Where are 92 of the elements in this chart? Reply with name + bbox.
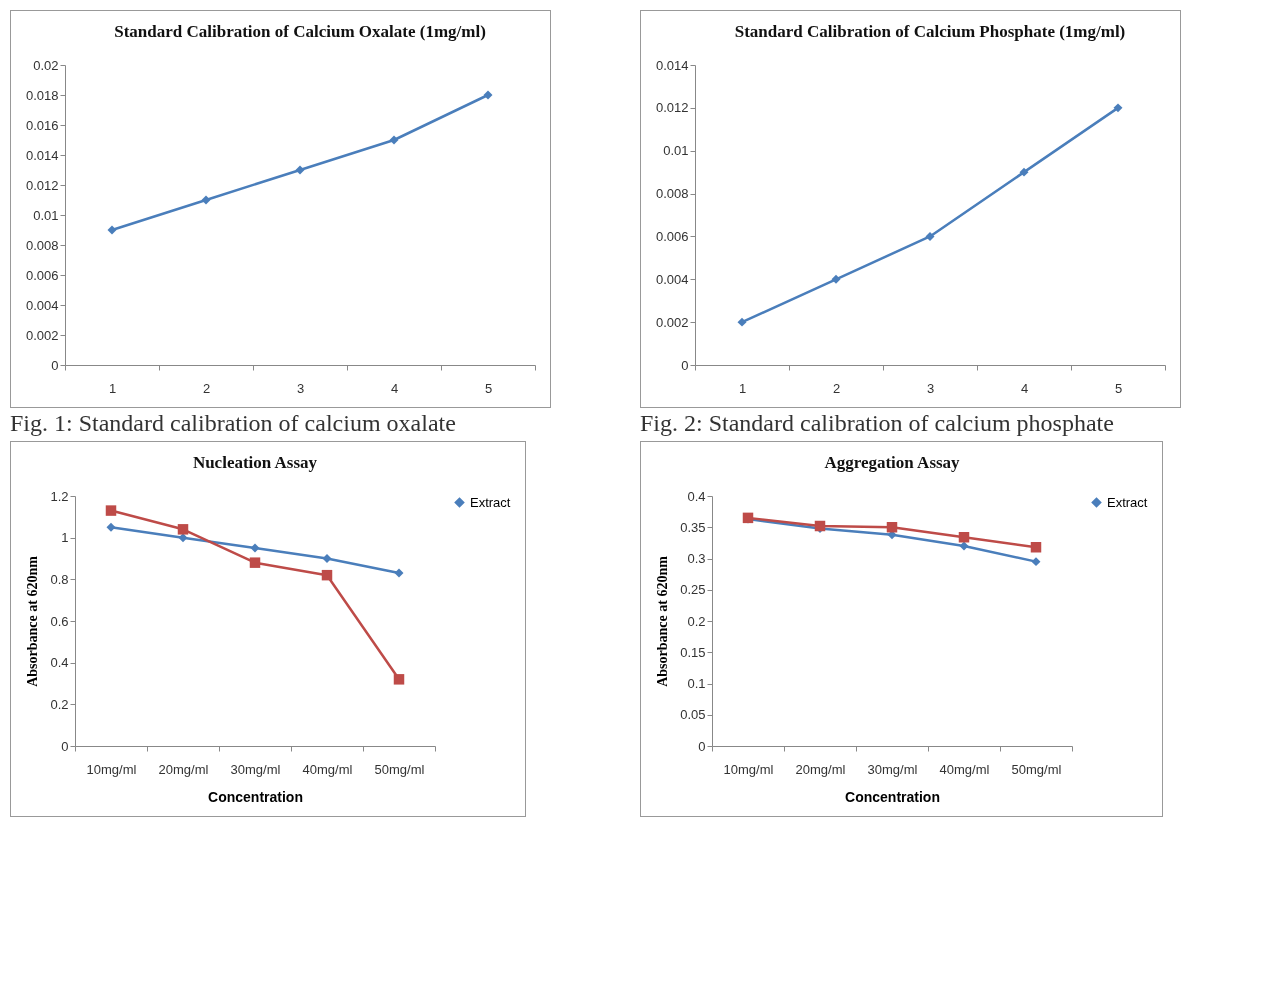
x-tick-label: 5 [1114, 380, 1123, 396]
y-tick-label: 0.05 [680, 707, 706, 723]
x-tick-label: 3 [926, 380, 935, 396]
y-tick-label: 0 [698, 738, 706, 754]
x-tick-label: 1 [108, 380, 117, 396]
point [394, 568, 404, 578]
chart-title: Aggregation Assay [824, 453, 961, 472]
y-tick-label: 0.012 [25, 177, 59, 193]
x-tick-label: 30mg/ml [867, 761, 918, 777]
point [1031, 557, 1041, 567]
caption: Fig. 2: Standard calibration of calcium phosphate [640, 410, 1115, 437]
y-tick-label: 0.2 [687, 613, 706, 629]
caption: Fig. 1: Standard calibration of calcium oxalate [10, 410, 457, 437]
y-tick-label: 0.35 [680, 519, 706, 535]
point [831, 274, 841, 284]
point [105, 505, 117, 516]
point [249, 557, 261, 568]
x-tick-label: 4 [1020, 380, 1029, 396]
point [1030, 542, 1042, 553]
x-tick-label: 40mg/ml [939, 761, 990, 777]
y-tick-label: 0.4 [687, 488, 706, 504]
x-tick-label: 30mg/ml [230, 761, 281, 777]
x-axis-title: Concentration [845, 788, 940, 805]
point [483, 90, 493, 100]
y-tick-label: 1.2 [50, 488, 69, 504]
x-tick-label: 2 [202, 380, 211, 396]
y-tick-label: 0.3 [687, 551, 706, 566]
y-tick-label: 0.014 [25, 147, 59, 163]
y-tick-label: 0.4 [50, 655, 69, 671]
chart-title: Standard Calibration of Calcium Oxalate (1mg/ml) [114, 22, 486, 41]
x-tick-label: 5 [484, 380, 493, 396]
y-tick-label: 0.1 [687, 676, 706, 691]
x-tick-label: 1 [738, 380, 747, 396]
y-tick-label: 0.018 [25, 87, 59, 103]
y-axis-title: Absorbance at 620nm [25, 555, 41, 687]
chart-title: Standard Calibration of Calcium Phosphate (1mg/ml) [734, 22, 1126, 41]
point [250, 543, 260, 553]
y-tick-label: 0.012 [655, 100, 689, 116]
point [958, 532, 970, 543]
y-tick-label: 0.014 [655, 57, 689, 73]
point [886, 522, 898, 533]
y-tick-label: 0.6 [50, 613, 69, 629]
x-axis-title: Concentration [208, 788, 303, 805]
point [737, 317, 747, 327]
y-tick-label: 0.016 [25, 117, 59, 133]
point [1113, 103, 1123, 113]
y-axis-title: Absorbance at 620nm [655, 555, 671, 687]
point [393, 674, 405, 685]
y-tick-label: 0.01 [33, 207, 59, 223]
x-tick-label: 20mg/ml [795, 761, 846, 777]
x-tick-label: 10mg/ml [723, 761, 774, 777]
x-tick-label: 50mg/ml [374, 761, 425, 777]
point [201, 195, 211, 205]
y-tick-label: 0.15 [680, 644, 706, 660]
x-tick-label: 20mg/ml [158, 761, 209, 777]
y-tick-label: 0.002 [655, 314, 689, 330]
point [106, 522, 116, 532]
y-tick-label: 0 [61, 738, 69, 754]
y-tick-label: 1 [61, 530, 69, 546]
legend-label: Extract [1107, 494, 1148, 510]
point [107, 225, 117, 235]
y-tick-label: 0.004 [655, 271, 689, 287]
x-tick-label: 40mg/ml [302, 761, 353, 777]
y-tick-label: 0.008 [655, 186, 689, 202]
x-tick-label: 50mg/ml [1011, 761, 1062, 777]
point [814, 520, 826, 532]
point [321, 569, 333, 581]
y-tick-label: 0 [51, 357, 59, 373]
x-tick-label: 4 [390, 380, 399, 396]
y-tick-label: 0.25 [680, 582, 706, 598]
point [389, 135, 399, 145]
x-tick-label: 3 [296, 380, 305, 396]
y-tick-label: 0.02 [33, 57, 59, 73]
y-tick-label: 0.8 [50, 571, 69, 587]
y-tick-label: 0.01 [663, 143, 689, 159]
y-tick-label: 0.006 [655, 228, 689, 244]
point [959, 541, 969, 551]
y-tick-label: 0.008 [25, 237, 59, 253]
point [925, 231, 935, 241]
point [178, 533, 188, 543]
x-tick-label: 2 [832, 380, 841, 396]
x-tick-label: 10mg/ml [86, 761, 137, 777]
point [295, 165, 305, 175]
y-tick-label: 0.006 [25, 267, 59, 283]
chart-title: Nucleation Assay [192, 453, 318, 472]
point [1019, 167, 1029, 177]
y-tick-label: 0.004 [25, 297, 59, 313]
point [177, 524, 189, 535]
y-tick-label: 0 [681, 357, 689, 373]
legend-label: Extract [470, 494, 511, 510]
y-tick-label: 0.002 [25, 327, 59, 343]
y-tick-label: 0.2 [50, 696, 69, 712]
